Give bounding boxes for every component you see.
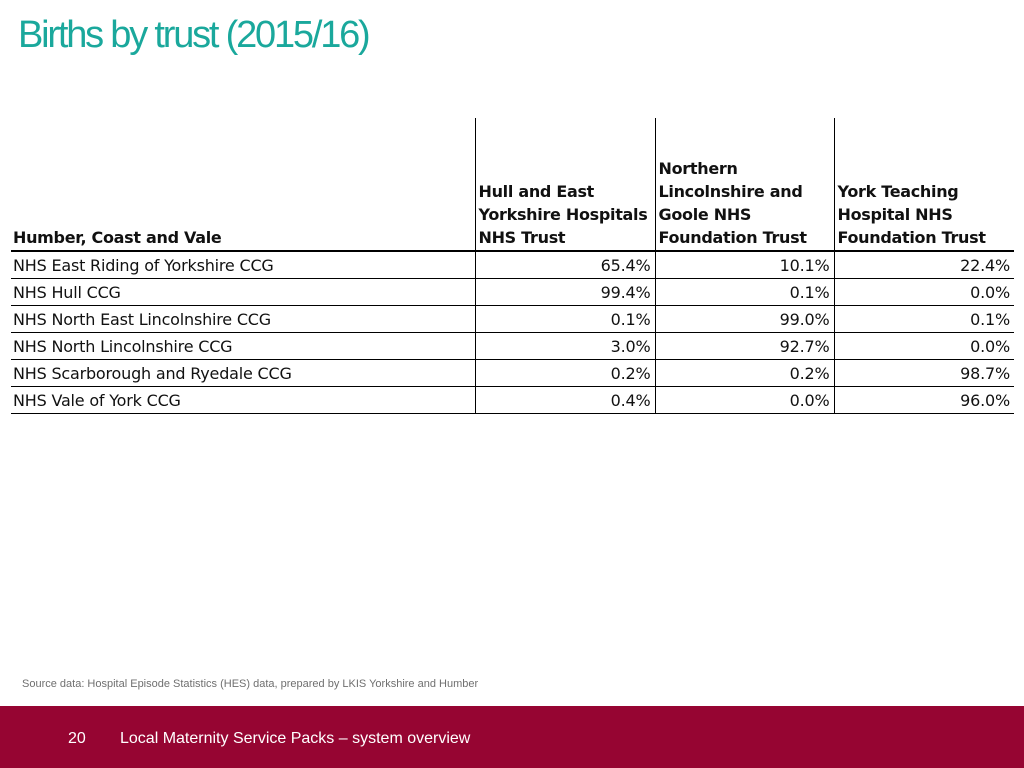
value-cell: 0.0% bbox=[654, 386, 834, 414]
ccg-name-cell: NHS North East Lincolnshire CCG bbox=[11, 305, 475, 333]
value-cell: 0.1% bbox=[654, 278, 834, 306]
ccg-name-cell: NHS North Lincolnshire CCG bbox=[11, 332, 475, 360]
header-cell-york-teaching-hospital: York Teaching Hospital NHS Foundation Tr… bbox=[833, 118, 1014, 252]
header-line: NHS Trust bbox=[478, 228, 566, 247]
value-cell: 0.0% bbox=[833, 332, 1014, 360]
births-table-container: Humber, Coast and Vale Hull and East Yor… bbox=[11, 118, 1014, 414]
header-line: Foundation Trust bbox=[658, 228, 808, 247]
header-line: Humber, Coast and Vale bbox=[13, 228, 222, 247]
header-cell-northern-lincolnshire-and-goole: Northern Lincolnshire and Goole NHS Foun… bbox=[654, 118, 834, 252]
header-cell-hull-and-east-yorkshire: Hull and East Yorkshire Hospitals NHS Tr… bbox=[474, 118, 655, 252]
value-cell: 22.4% bbox=[833, 251, 1014, 279]
value-cell: 0.1% bbox=[833, 305, 1014, 333]
table-row: NHS North East Lincolnshire CCG 0.1% 99.… bbox=[11, 305, 1014, 333]
header-cell-region: Humber, Coast and Vale bbox=[11, 118, 475, 252]
value-cell: 0.2% bbox=[654, 359, 834, 387]
header-line: Northern bbox=[658, 159, 738, 178]
value-cell: 92.7% bbox=[654, 332, 834, 360]
source-note: Source data: Hospital Episode Statistics… bbox=[22, 678, 479, 690]
value-cell: 0.4% bbox=[474, 386, 655, 414]
table-row: NHS East Riding of Yorkshire CCG 65.4% 1… bbox=[11, 251, 1014, 279]
footer-title: Local Maternity Service Packs – system o… bbox=[120, 730, 471, 747]
value-cell: 96.0% bbox=[833, 386, 1014, 414]
table-row: NHS Scarborough and Ryedale CCG 0.2% 0.2… bbox=[11, 359, 1014, 387]
header-line: Yorkshire Hospitals bbox=[478, 205, 648, 224]
value-cell: 65.4% bbox=[474, 251, 655, 279]
ccg-name-cell: NHS Hull CCG bbox=[11, 278, 475, 306]
header-line: Hull and East bbox=[478, 182, 595, 201]
table-header-row: Humber, Coast and Vale Hull and East Yor… bbox=[11, 118, 1014, 252]
table-row: NHS Vale of York CCG 0.4% 0.0% 96.0% bbox=[11, 386, 1014, 414]
ccg-name-cell: NHS Scarborough and Ryedale CCG bbox=[11, 359, 475, 387]
value-cell: 98.7% bbox=[833, 359, 1014, 387]
ccg-name-cell: NHS Vale of York CCG bbox=[11, 386, 475, 414]
header-line: Goole NHS bbox=[658, 205, 752, 224]
page-number: 20 bbox=[68, 730, 86, 747]
header-line: York Teaching bbox=[837, 182, 959, 201]
table-row: NHS North Lincolnshire CCG 3.0% 92.7% 0.… bbox=[11, 332, 1014, 360]
header-line: Hospital NHS bbox=[837, 205, 953, 224]
table-row: NHS Hull CCG 99.4% 0.1% 0.0% bbox=[11, 278, 1014, 306]
value-cell: 99.0% bbox=[654, 305, 834, 333]
value-cell: 99.4% bbox=[474, 278, 655, 306]
ccg-name-cell: NHS East Riding of Yorkshire CCG bbox=[11, 251, 475, 279]
header-line: Lincolnshire and bbox=[658, 182, 803, 201]
value-cell: 0.1% bbox=[474, 305, 655, 333]
slide-title: Births by trust (2015/16) bbox=[18, 14, 371, 56]
value-cell: 10.1% bbox=[654, 251, 834, 279]
value-cell: 0.0% bbox=[833, 278, 1014, 306]
footer-bar: 20 Local Maternity Service Packs – syste… bbox=[0, 706, 1024, 768]
header-line: Foundation Trust bbox=[837, 228, 987, 247]
births-by-trust-table: Humber, Coast and Vale Hull and East Yor… bbox=[11, 118, 1014, 414]
value-cell: 3.0% bbox=[474, 332, 655, 360]
value-cell: 0.2% bbox=[474, 359, 655, 387]
